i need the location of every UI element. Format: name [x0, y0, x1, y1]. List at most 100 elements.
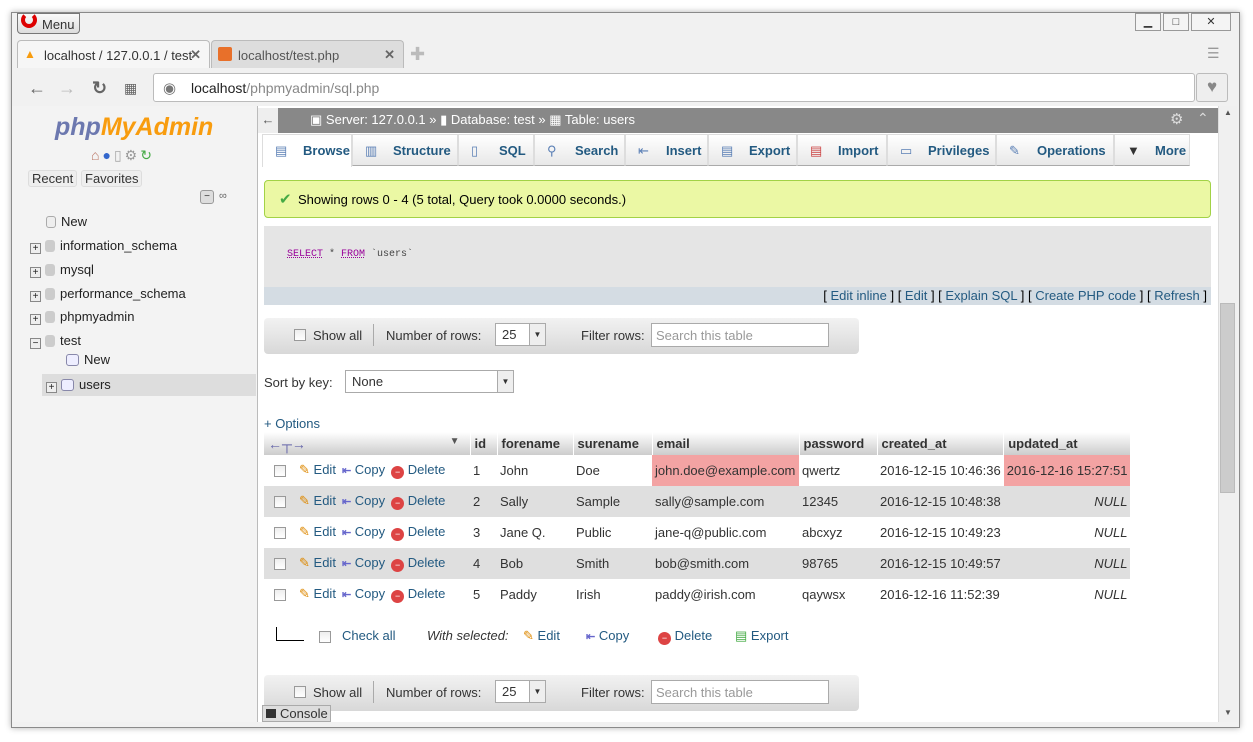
expand-icon[interactable]: +	[30, 291, 41, 302]
row-checkbox[interactable]	[274, 465, 286, 477]
refresh-link[interactable]: Refresh	[1154, 288, 1200, 303]
show-all-checkbox[interactable]	[294, 686, 306, 698]
cell-forename[interactable]: Jane Q.	[500, 525, 546, 540]
scroll-up-icon[interactable]: ▲	[1224, 108, 1232, 117]
copy-row-button[interactable]: ⇤ Copy	[341, 555, 386, 570]
cell-surename[interactable]: Public	[576, 525, 612, 540]
cell-email[interactable]: sally@sample.com	[652, 486, 799, 517]
cell-email[interactable]: john.doe@example.com	[652, 455, 799, 486]
tab-phpmyadmin[interactable]: ▲ localhost / 127.0.0.1 / test ✕	[17, 40, 210, 68]
edit-row-button[interactable]: ✎ Edit	[299, 462, 336, 477]
column-resize-arrows-icon[interactable]: ←┬→	[268, 435, 306, 452]
tab-privileges[interactable]: ▭ Privileges	[887, 134, 996, 166]
delete-row-button[interactable]: − Delete	[391, 555, 445, 572]
options-toggle[interactable]: + Options	[264, 416, 321, 431]
cell-forename[interactable]: Paddy	[500, 587, 537, 602]
help-icon[interactable]: ●	[102, 147, 114, 163]
collapse-top-icon[interactable]: ⌃	[1197, 110, 1209, 126]
scroll-down-icon[interactable]: ▼	[1224, 708, 1232, 717]
tab-more[interactable]: ▼ More	[1114, 134, 1190, 166]
row-checkbox-cell[interactable]	[264, 455, 296, 486]
cell-updated-at[interactable]: NULL	[1003, 486, 1131, 517]
forward-icon[interactable]: →	[58, 78, 76, 98]
cell-forename[interactable]: Bob	[497, 548, 573, 579]
cell-forename[interactable]: Sally	[497, 486, 573, 517]
expand-icon[interactable]: +	[30, 243, 41, 254]
tab-test-php[interactable]: localhost/test.php ✕	[211, 40, 404, 68]
address-bar[interactable]: ◉ localhost/phpmyadmin/sql.php	[153, 73, 1195, 102]
breadcrumb-database[interactable]: Database: test	[450, 112, 535, 127]
breadcrumb-table[interactable]: Table: users	[564, 112, 636, 127]
rows-select[interactable]: 25 ▼	[495, 323, 546, 346]
minimize-button[interactable]: ▁	[1135, 13, 1161, 31]
reload-nav-icon[interactable]: ↻	[140, 147, 155, 163]
favorites-button[interactable]: Favorites	[81, 170, 143, 187]
cell-password[interactable]: abcxyz	[802, 525, 843, 540]
filter-rows-input[interactable]: Search this table	[651, 680, 829, 704]
bulk-delete-button[interactable]: − Delete	[658, 628, 712, 645]
cell-id[interactable]: 4	[470, 548, 497, 579]
copy-row-button[interactable]: ⇤ Copy	[341, 524, 386, 539]
copy-row-button[interactable]: ⇤ Copy	[341, 493, 386, 508]
column-header-updated-at[interactable]: updated_at	[1003, 432, 1131, 455]
row-checkbox[interactable]	[274, 527, 286, 539]
column-header-forename[interactable]: forename	[497, 432, 574, 455]
sql-query-box[interactable]: SELECT * FROM `users`	[264, 226, 1211, 287]
cell-email[interactable]: paddy@irish.com	[655, 587, 756, 602]
row-checkbox-cell[interactable]	[264, 486, 296, 517]
link-with-main-icon[interactable]: ∞	[219, 190, 227, 202]
bulk-export-button[interactable]: ▤ Export	[735, 628, 789, 644]
tree-item-phpmyadmin[interactable]: + phpmyadmin	[30, 309, 134, 325]
expand-icon[interactable]: +	[30, 267, 41, 278]
explain-sql-link[interactable]: Explain SQL	[945, 288, 1018, 303]
cell-created-at[interactable]: 2016-12-15 10:49:23	[880, 525, 1001, 540]
tab-browse[interactable]: ▤ Browse	[262, 134, 352, 167]
delete-row-button[interactable]: − Delete	[391, 493, 445, 510]
recent-button[interactable]: Recent	[28, 170, 78, 187]
home-icon[interactable]: ⌂	[91, 147, 103, 163]
close-tab-icon[interactable]: ✕	[190, 47, 201, 62]
tree-item-mysql[interactable]: + mysql	[30, 262, 94, 278]
cell-password[interactable]: qwertz	[802, 463, 841, 478]
tab-operations[interactable]: ✎ Operations	[996, 134, 1114, 166]
cell-id[interactable]: 5	[473, 587, 481, 602]
tab-menu-icon[interactable]: ☰	[1207, 45, 1220, 61]
copy-row-button[interactable]: ⇤ Copy	[341, 586, 386, 601]
tab-structure[interactable]: ▥ Structure	[352, 134, 458, 166]
reload-icon[interactable]: ↻	[92, 78, 108, 98]
delete-row-button[interactable]: − Delete	[391, 524, 445, 541]
expand-icon[interactable]: +	[30, 314, 41, 325]
collapse-icon[interactable]: −	[30, 338, 41, 349]
cell-forename[interactable]: John	[500, 463, 529, 478]
row-checkbox-cell[interactable]	[264, 579, 296, 610]
site-info-icon[interactable]: ◉	[163, 80, 177, 97]
sql-keyword[interactable]: FROM	[341, 249, 366, 260]
cell-email[interactable]: bob@smith.com	[652, 548, 799, 579]
row-checkbox[interactable]	[274, 496, 286, 508]
edit-row-button[interactable]: ✎ Edit	[299, 493, 336, 508]
speed-dial-icon[interactable]: ▦	[124, 80, 138, 96]
edit-link[interactable]: Edit	[904, 288, 928, 303]
docs-icon[interactable]: ▯	[113, 147, 125, 163]
cell-id[interactable]: 1	[473, 463, 481, 478]
tree-item-test[interactable]: − test	[30, 333, 81, 349]
cell-surename[interactable]: Irish	[576, 587, 601, 602]
new-tab-icon[interactable]: ✚	[410, 44, 426, 64]
collapse-all-icon[interactable]: −	[200, 190, 214, 204]
phpmyadmin-logo[interactable]: phpMyAdmin	[55, 113, 213, 142]
column-header-id[interactable]: id	[470, 432, 498, 455]
scrollbar-thumb[interactable]	[1220, 303, 1235, 493]
edit-row-button[interactable]: ✎ Edit	[299, 555, 336, 570]
delete-row-button[interactable]: − Delete	[391, 586, 445, 603]
column-header-surename[interactable]: surename	[573, 432, 653, 455]
close-window-button[interactable]: ✕	[1191, 13, 1231, 31]
cell-surename[interactable]: Smith	[573, 548, 652, 579]
cell-password[interactable]: 12345	[799, 486, 877, 517]
back-icon[interactable]: ←	[28, 78, 46, 98]
maximize-button[interactable]: □	[1163, 13, 1189, 31]
cell-password[interactable]: qaywsx	[802, 587, 846, 602]
edit-row-button[interactable]: ✎ Edit	[299, 586, 336, 601]
cell-created-at[interactable]: 2016-12-16 11:52:39	[880, 587, 1000, 602]
cell-updated-at[interactable]: NULL	[1094, 587, 1128, 602]
copy-row-button[interactable]: ⇤ Copy	[341, 462, 386, 477]
